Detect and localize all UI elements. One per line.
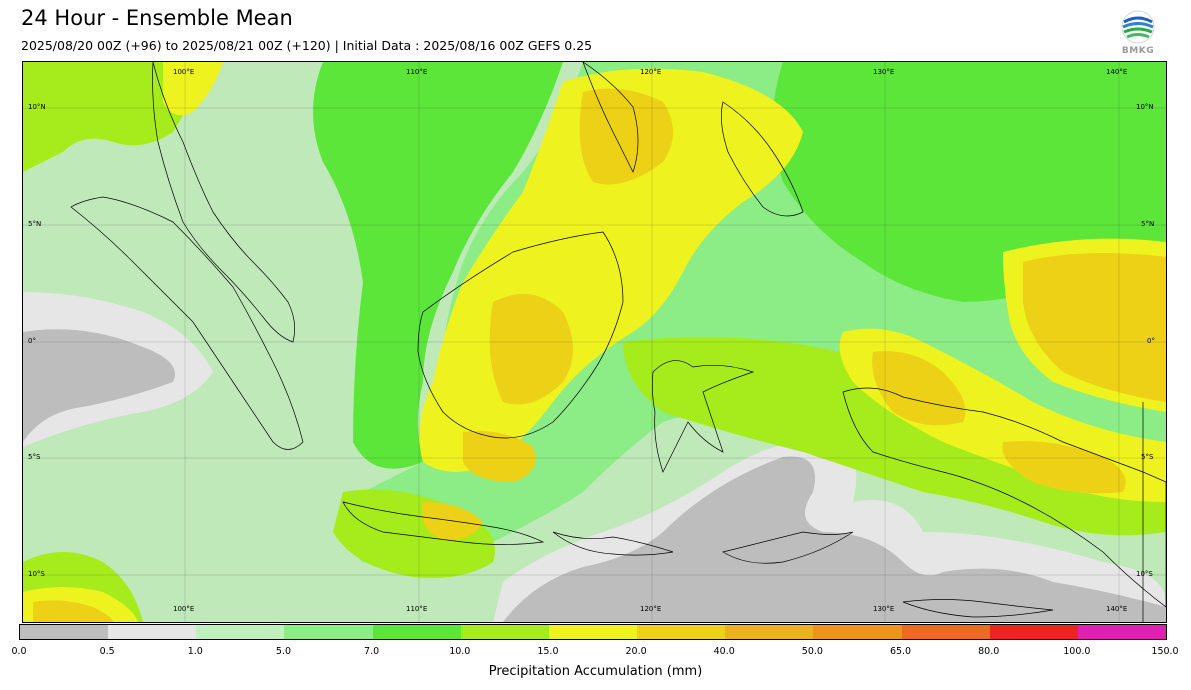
logo-emblem-icon [1121, 10, 1155, 44]
lon-label-bottom-110: 110°E [406, 605, 428, 613]
precipitation-map: 100°E 110°E 120°E 130°E 140°E 100°E 110°… [22, 61, 1167, 623]
colorbar-segment [460, 625, 549, 639]
lat-label-right-0: 0° [1147, 337, 1155, 345]
bmkg-logo: BMKG [1118, 10, 1158, 56]
colorbar-tick-label: 15.0 [537, 646, 559, 657]
lat-label-right-5n: 5°N [1141, 220, 1155, 228]
lat-label-left-10s: 10°S [28, 570, 45, 578]
colorbar-segment [548, 625, 638, 639]
lon-label-top-130: 130°E [873, 68, 895, 76]
colorbar-segment [108, 625, 197, 639]
lat-label-right-10s: 10°S [1136, 570, 1153, 578]
lat-label-left-0: 0° [28, 337, 36, 345]
colorbar-label: Precipitation Accumulation (mm) [488, 664, 703, 679]
lat-label-right-5s: 5°S [1141, 453, 1154, 461]
logo-lettering: BMKG [1121, 46, 1155, 56]
colorbar-segment [196, 625, 285, 639]
lat-label-right-10n: 10°N [1136, 103, 1154, 111]
lat-label-left-5s: 5°S [28, 453, 41, 461]
colorbar-segment [989, 625, 1078, 639]
colorbar-tick-label: 7.0 [364, 646, 380, 657]
colorbar-tick-label: 65.0 [889, 646, 912, 657]
colorbar-tick-label: 0.0 [11, 646, 27, 657]
colorbar-segment [372, 625, 461, 639]
colorbar-segment [20, 625, 109, 639]
lon-label-bottom-130: 130°E [873, 605, 895, 613]
colorbar-tick-label: 1.0 [187, 646, 203, 657]
colorbar-tick-label: 40.0 [713, 646, 735, 657]
lon-label-top-110: 110°E [406, 68, 428, 76]
colorbar-segment [901, 625, 990, 639]
lon-label-bottom-140: 140°E [1106, 605, 1128, 613]
lon-label-bottom-120: 120°E [640, 605, 662, 613]
lon-label-top-140: 140°E [1106, 68, 1128, 76]
colorbar-tick-label: 0.5 [99, 646, 115, 657]
colorbar-segment [1077, 625, 1167, 639]
colorbar-tick-label: 20.0 [625, 646, 647, 657]
lon-label-bottom-100: 100°E [173, 605, 195, 613]
precipitation-field [23, 62, 1166, 622]
chart-title: 24 Hour - Ensemble Mean [21, 6, 293, 30]
colorbar-tick-label: 50.0 [801, 646, 823, 657]
colorbar-segment [813, 625, 902, 639]
lat-label-left-10n: 10°N [28, 103, 46, 111]
colorbar-tick-label: 80.0 [978, 646, 1000, 657]
colorbar [19, 624, 1167, 640]
colorbar-tick-label: 5.0 [275, 646, 292, 657]
lon-label-top-120: 120°E [640, 68, 662, 76]
lon-label-top-100: 100°E [173, 68, 195, 76]
colorbar-segment [637, 625, 726, 639]
colorbar-tick-label: 150.0 [1151, 646, 1179, 657]
colorbar-tick-label: 100.0 [1063, 646, 1091, 657]
coastlines [70, 62, 1166, 622]
lat-label-left-5n: 5°N [28, 220, 42, 228]
chart-subtitle: 2025/08/20 00Z (+96) to 2025/08/21 00Z (… [21, 38, 593, 53]
colorbar-segment [725, 625, 814, 639]
colorbar-tick-label: 10.0 [449, 646, 471, 657]
colorbar-segment [284, 625, 373, 639]
